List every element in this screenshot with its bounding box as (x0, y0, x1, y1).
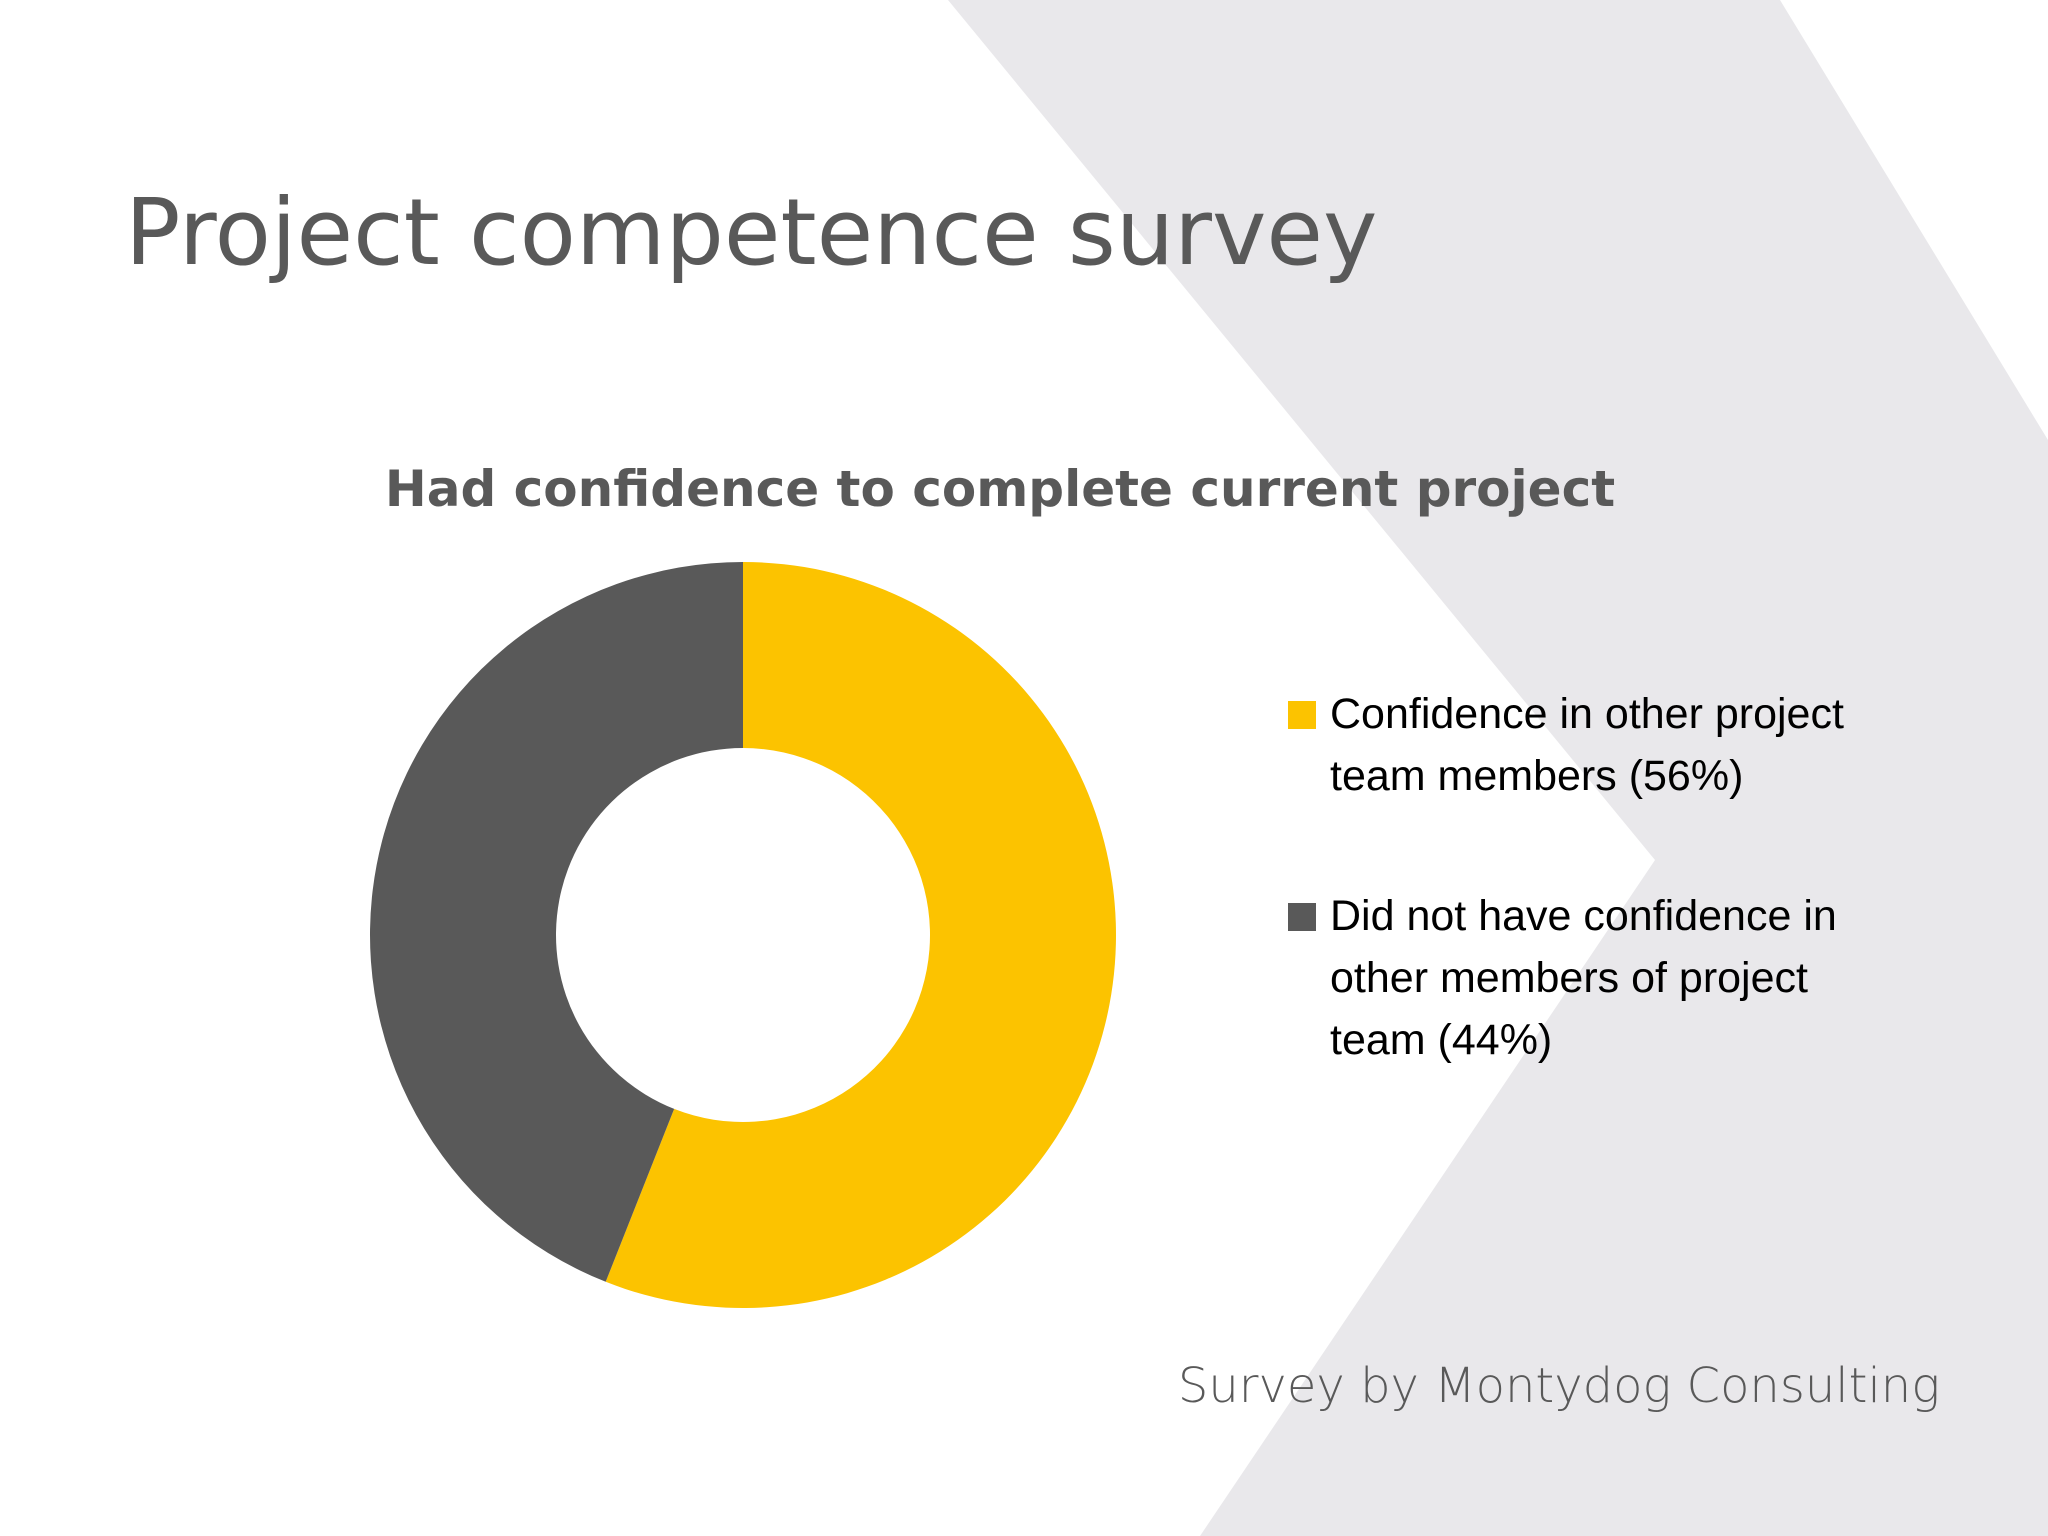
donut-slice-not-confident (369, 562, 743, 1282)
donut-slice-confident (605, 562, 1116, 1308)
legend-item-confident: Confidence in other project team members… (1288, 683, 1848, 807)
chart-title: Had confidence to complete current proje… (0, 460, 2048, 518)
legend-label-confident: Confidence in other project team members… (1330, 690, 1844, 800)
chart-legend: Confidence in other project team members… (1288, 683, 1848, 1071)
chart-title-text: Had confidence to complete current proje… (384, 460, 1616, 518)
slide-title: Project competence survey (125, 179, 1378, 286)
legend-swatch-confident (1288, 701, 1316, 729)
legend-swatch-not-confident (1288, 903, 1316, 931)
source-note: Survey by Montydog Consulting (1177, 1358, 1940, 1414)
legend-label-not-confident: Did not have confidence in other members… (1330, 892, 1837, 1064)
legend-item-not-confident: Did not have confidence in other members… (1288, 885, 1848, 1071)
